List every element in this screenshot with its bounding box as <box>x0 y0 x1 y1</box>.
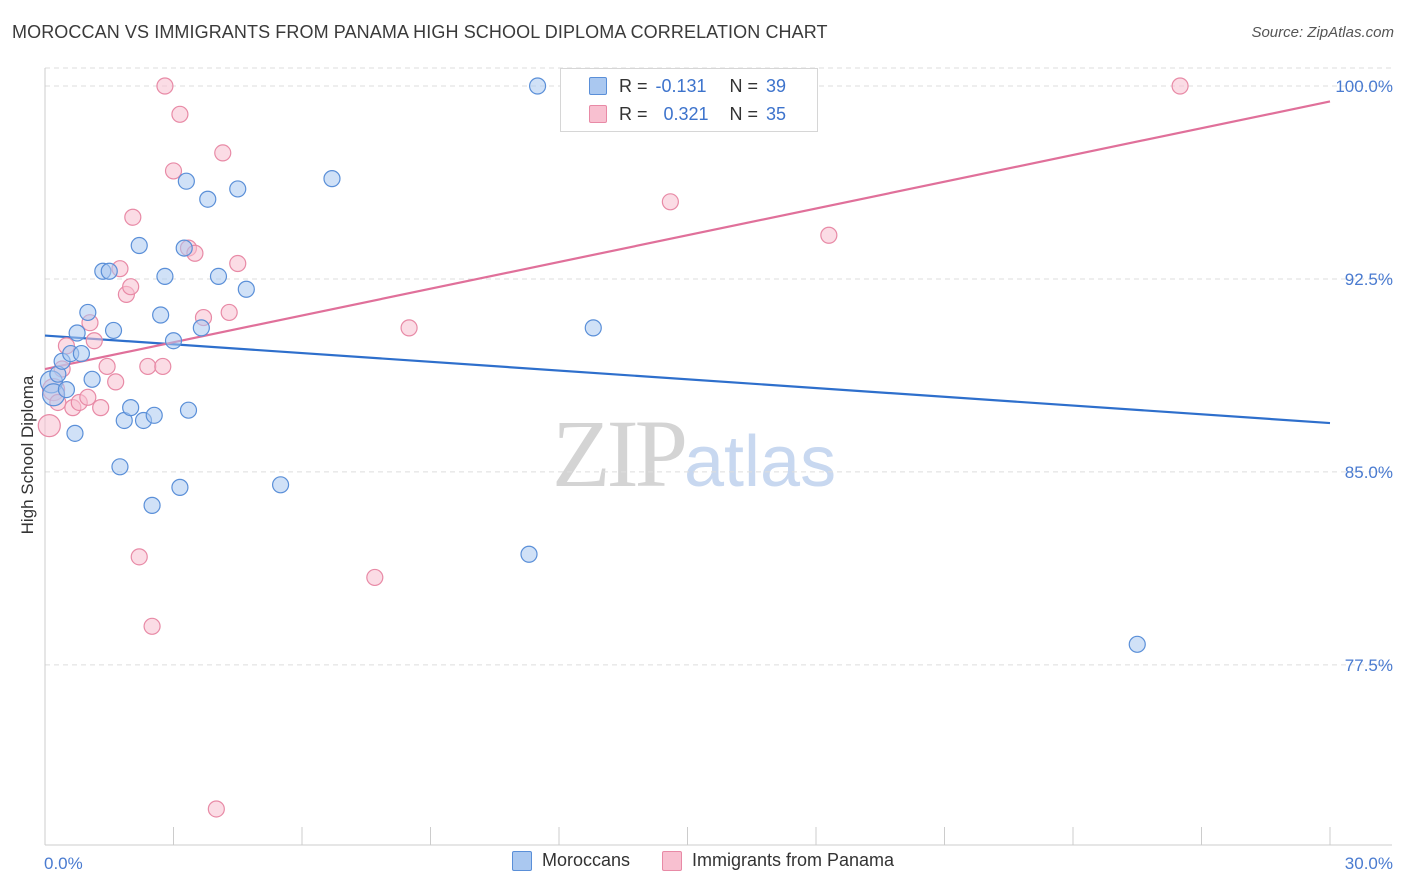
legend-n-label: N = <box>729 75 759 96</box>
watermark-atlas: atlas <box>684 422 837 502</box>
panama-point <box>820 226 838 244</box>
moroccan-point <box>1128 635 1146 653</box>
moroccan-point <box>164 332 183 350</box>
data-points <box>37 77 1189 818</box>
moroccan-point <box>145 406 163 424</box>
moroccan-point <box>528 77 547 95</box>
moroccan-point <box>104 321 123 340</box>
legend-swatch-blue <box>511 850 532 871</box>
moroccan-point <box>57 381 76 399</box>
moroccan-point <box>111 458 129 476</box>
legend-r-value: 0.321 <box>663 103 709 124</box>
moroccan-point <box>79 303 97 322</box>
x-tick-label: 30.0% <box>1345 854 1393 873</box>
legend-swatch-pink <box>661 850 682 871</box>
legend-swatch-pink <box>589 105 607 123</box>
moroccan-point <box>130 236 148 255</box>
panama-point <box>366 568 384 587</box>
panama-point <box>400 319 418 337</box>
panama-point <box>124 208 142 226</box>
panama-point <box>107 373 125 391</box>
panama-point <box>207 800 225 818</box>
moroccan-point <box>143 496 161 514</box>
panama-point <box>130 548 148 566</box>
legend-swatch-blue <box>589 77 607 95</box>
panama-point <box>139 357 157 376</box>
y-axis-title: High School Diploma <box>18 375 37 534</box>
moroccan-point <box>179 401 198 419</box>
legend-row-moroccans: R = -0.131 N = 39 <box>561 73 786 99</box>
legend-item-panama[interactable]: Immigrants from Panama <box>661 850 895 871</box>
moroccan-point <box>229 180 247 198</box>
legend-n-value: 35 <box>766 103 787 124</box>
legend-r-label: R = <box>619 103 648 124</box>
panama-point <box>98 357 116 376</box>
panama-point <box>164 162 183 180</box>
watermark-zip: ZIP <box>552 400 688 507</box>
panama-point <box>122 278 140 296</box>
panama-point <box>171 105 189 123</box>
moroccan-point <box>192 319 210 337</box>
legend-label: Immigrants from Panama <box>691 850 895 870</box>
panama-point <box>220 303 238 322</box>
legend-r-label: R = <box>619 75 648 96</box>
moroccan-point <box>83 370 101 388</box>
gridlines <box>45 67 1392 666</box>
legend-r-value: -0.131 <box>655 75 707 96</box>
moroccan-point <box>237 280 255 298</box>
moroccan-point <box>209 267 228 286</box>
panama-point <box>154 357 172 376</box>
moroccan-trend-line <box>44 334 1331 425</box>
moroccan-point <box>520 545 538 563</box>
panama-point <box>85 332 103 350</box>
source-label: Source: ZipAtlas.com <box>1251 24 1394 41</box>
y-tick-label: 100.0% <box>1335 77 1393 96</box>
moroccan-point <box>156 267 174 286</box>
legend-n-label: N = <box>729 103 759 124</box>
y-tick-label: 77.5% <box>1345 656 1393 675</box>
watermark: ZIPatlas <box>552 398 836 509</box>
moroccan-point <box>323 170 341 188</box>
axes <box>44 68 1392 846</box>
moroccan-point <box>122 399 140 417</box>
moroccan-point <box>171 478 189 496</box>
panama-point <box>214 144 232 162</box>
moroccan-point <box>100 262 118 280</box>
moroccan-point <box>152 306 170 324</box>
moroccan-point <box>66 424 84 442</box>
panama-point <box>37 414 61 438</box>
panama-point <box>92 399 110 417</box>
y-tick-label: 85.0% <box>1345 463 1393 482</box>
moroccan-point <box>72 344 91 363</box>
legend-item-moroccans[interactable]: Moroccans <box>511 850 630 871</box>
tick-labels: 77.5% 85.0% 92.5% 100.0% 0.0% 30.0% <box>44 77 1393 873</box>
legend-row-panama: R = 0.321 N = 35 <box>561 101 786 127</box>
panama-point <box>79 388 97 406</box>
moroccan-point <box>177 172 195 190</box>
panama-point <box>143 617 161 635</box>
legend-n-value: 39 <box>766 75 787 96</box>
y-tick-label: 92.5% <box>1345 270 1393 289</box>
panama-point <box>229 254 247 273</box>
moroccan-point <box>199 190 217 208</box>
panama-point <box>156 77 174 95</box>
moroccan-point <box>68 324 86 342</box>
x-tick-label: 0.0% <box>44 854 83 873</box>
correlation-legend: R = -0.131 N = 39 R = 0.321 N = 35 <box>560 68 818 132</box>
panama-point <box>1171 77 1189 95</box>
panama-point <box>661 193 679 211</box>
panama-trend-line <box>44 100 1331 371</box>
moroccan-point <box>271 476 290 494</box>
series-legend: Moroccans Immigrants from Panama <box>0 850 1406 871</box>
moroccan-point <box>175 239 193 257</box>
trend-lines <box>44 100 1331 425</box>
chart-title: MOROCCAN VS IMMIGRANTS FROM PANAMA HIGH … <box>12 22 828 42</box>
legend-label: Moroccans <box>541 850 630 870</box>
moroccan-point <box>584 319 602 337</box>
